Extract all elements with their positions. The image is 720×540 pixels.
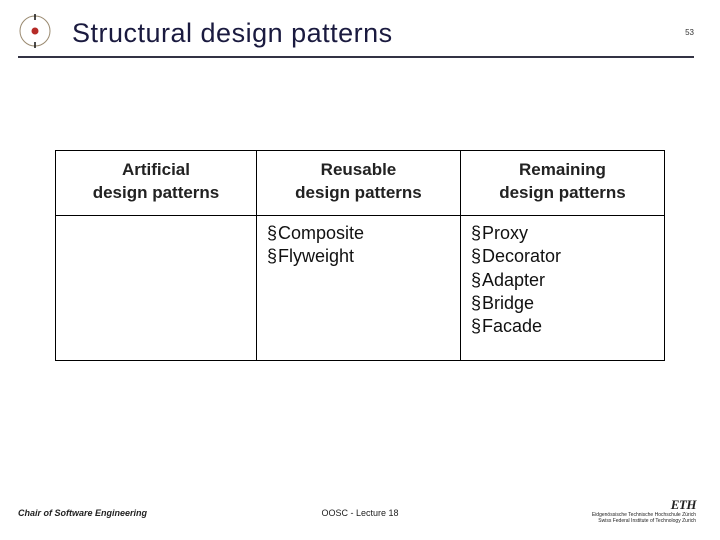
table-row: CompositeFlyweight ProxyDecoratorAdapter…	[56, 215, 665, 360]
page-title: Structural design patterns	[72, 18, 393, 49]
list-item: Adapter	[471, 269, 654, 292]
table-header-row: Artificial design patterns Reusable desi…	[56, 151, 665, 216]
col-header-reusable: Reusable design patterns	[256, 151, 460, 216]
logo-icon	[18, 14, 52, 48]
col-header-remaining: Remaining design patterns	[460, 151, 664, 216]
col-header-artificial: Artificial design patterns	[56, 151, 257, 216]
footer-eth: ETH Eidgenössische Technische Hochschule…	[592, 497, 696, 524]
page-number: 53	[685, 28, 694, 37]
patterns-table: Artificial design patterns Reusable desi…	[55, 150, 665, 361]
header-rule	[18, 56, 694, 58]
cell-artificial	[56, 215, 257, 360]
slide: Structural design patterns 53 Artificial…	[0, 0, 720, 540]
list-item: Bridge	[471, 292, 654, 315]
list-item: Facade	[471, 315, 654, 338]
list-item: Proxy	[471, 222, 654, 245]
header: Structural design patterns 53	[0, 14, 720, 62]
list-item: Composite	[267, 222, 450, 245]
list-item: Flyweight	[267, 245, 450, 268]
cell-remaining: ProxyDecoratorAdapterBridgeFacade	[460, 215, 664, 360]
eth-logo-text: ETH	[671, 497, 696, 512]
list-item: Decorator	[471, 245, 654, 268]
cell-reusable: CompositeFlyweight	[256, 215, 460, 360]
